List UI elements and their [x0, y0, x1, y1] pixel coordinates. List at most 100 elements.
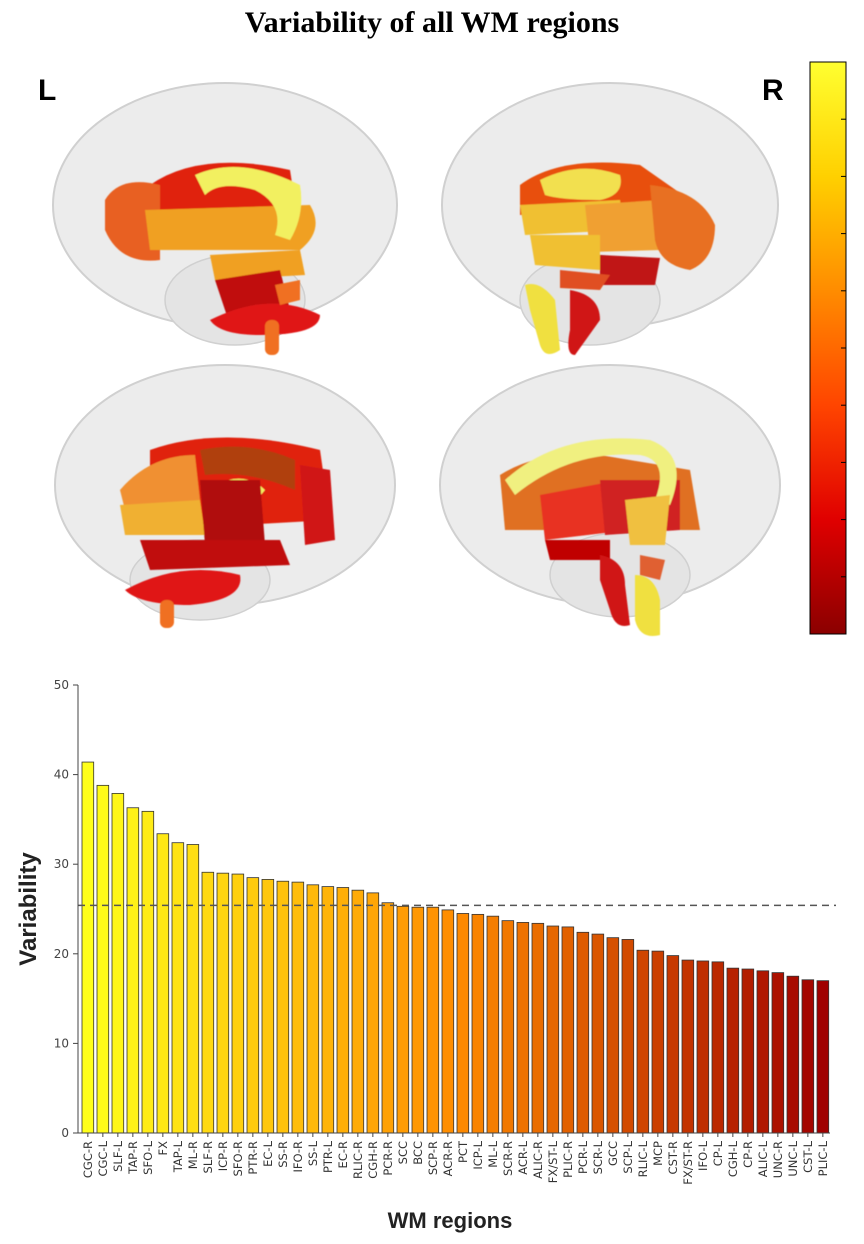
bar-UNC-L — [786, 975, 800, 1134]
x-tick-label: SS-R — [276, 1141, 290, 1168]
bar-RLIC-R — [351, 889, 365, 1134]
bar-SFO-L — [141, 810, 155, 1134]
x-tick-label: ICP-L — [471, 1140, 485, 1169]
x-tick-label: PTR-R — [246, 1141, 260, 1175]
left-hemisphere-label: L — [38, 74, 56, 107]
bar-SLF-L — [111, 793, 125, 1134]
bar-SCR-L — [591, 933, 605, 1134]
x-tick-label: RLIC-L — [636, 1140, 650, 1177]
x-tick-label: CST-R — [666, 1141, 680, 1174]
x-tick-label: CP-R — [741, 1141, 755, 1168]
x-tick-label: FX/ST-L — [546, 1140, 560, 1183]
figure-title: Variability of all WM regions — [244, 6, 620, 39]
bar-TAP-R — [126, 807, 140, 1134]
x-tick-label: ACR-R — [441, 1141, 455, 1176]
x-tick-label: ICP-R — [216, 1141, 230, 1171]
bar-RLIC-L — [636, 949, 650, 1134]
bar-ML-R — [186, 844, 200, 1134]
y-tick-label: 30 — [54, 857, 69, 871]
bar-SLF-R — [201, 871, 215, 1134]
bar-ALIC-L — [756, 970, 770, 1134]
colorbar — [809, 61, 847, 635]
bar-PCR-R — [381, 902, 395, 1134]
bar-CGH-L — [726, 967, 740, 1134]
x-tick-label: IFO-R — [291, 1141, 305, 1173]
bar-PLIC-L — [816, 980, 830, 1134]
y-tick-label: 10 — [54, 1036, 69, 1050]
bar-CP-R — [741, 968, 755, 1134]
x-tick-label: IFO-L — [696, 1140, 710, 1171]
bar-GCC — [606, 937, 620, 1134]
bar-SFO-R — [231, 873, 245, 1134]
bar-SCC — [396, 905, 410, 1134]
bar-CST-L — [801, 979, 815, 1134]
bar-PLIC-R — [561, 926, 575, 1134]
x-tick-label: MCP — [651, 1141, 665, 1166]
x-tick-label: SFO-R — [231, 1141, 245, 1176]
bar-TAP-L — [171, 842, 185, 1134]
bar-FX — [156, 833, 170, 1134]
x-tick-label: FX/ST-R — [681, 1141, 695, 1185]
brain-renderings-panel: L R — [38, 61, 847, 636]
x-tick-label: ACR-L — [516, 1140, 530, 1174]
right-hemisphere-label: R — [762, 74, 784, 107]
bar-ACR-R — [441, 909, 455, 1134]
bar-PTR-L — [321, 886, 335, 1134]
bar-PCR-L — [576, 931, 590, 1134]
x-tick-label: ML-R — [186, 1141, 200, 1169]
bar-BCC — [411, 906, 425, 1134]
x-tick-label: CGH-R — [366, 1141, 380, 1179]
bar-MCP — [651, 950, 665, 1134]
x-tick-label: PLIC-L — [816, 1140, 830, 1176]
bar-EC-R — [336, 887, 350, 1134]
x-tick-label: EC-R — [336, 1141, 350, 1168]
x-tick-label: CGC-L — [96, 1140, 110, 1176]
x-tick-label: SLF-R — [201, 1141, 215, 1173]
bar-ICP-R — [216, 872, 230, 1134]
x-tick-label: ALIC-L — [756, 1140, 770, 1177]
x-tick-label: TAP-R — [126, 1141, 140, 1175]
bar-SS-R — [276, 880, 290, 1134]
bar-ML-L — [486, 915, 500, 1134]
bar-SCP-L — [621, 939, 635, 1134]
bar-PCT — [456, 913, 470, 1134]
x-tick-label: SCP-L — [621, 1140, 635, 1173]
x-tick-label: SCR-R — [501, 1141, 515, 1176]
brain-lateral-left — [52, 82, 398, 355]
x-tick-label: PLIC-R — [561, 1141, 575, 1178]
x-tick-label: ML-L — [486, 1140, 500, 1167]
brain-lateral-right — [441, 82, 779, 355]
bar-CGH-R — [366, 892, 380, 1134]
y-axis-label: Variability — [15, 852, 42, 966]
bar-PTR-R — [246, 877, 260, 1134]
x-tick-label: ALIC-R — [531, 1141, 545, 1179]
x-tick-label: PCR-L — [576, 1140, 590, 1174]
bar-FX/ST-R — [681, 959, 695, 1134]
x-tick-label: CGC-R — [81, 1141, 95, 1178]
x-tick-label: EC-L — [261, 1140, 275, 1166]
bar-FX/ST-L — [546, 925, 560, 1134]
x-tick-label: GCC — [606, 1141, 620, 1166]
x-tick-label: TAP-L — [171, 1140, 185, 1173]
x-tick-label: FX — [156, 1141, 170, 1156]
bar-SCR-R — [501, 920, 515, 1134]
x-tick-label: UNC-R — [771, 1141, 785, 1178]
bar-ALIC-R — [531, 922, 545, 1134]
bar-CST-R — [666, 955, 680, 1134]
x-tick-label: SCP-R — [426, 1141, 440, 1175]
bar-EC-L — [261, 879, 275, 1134]
bar-CGC-R — [81, 761, 95, 1134]
brain-medial-left — [54, 364, 396, 628]
x-axis-label: WM regions — [388, 1208, 513, 1233]
x-tick-label: PCR-R — [381, 1141, 395, 1176]
y-tick-label: 20 — [54, 947, 69, 961]
x-tick-label: BCC — [411, 1141, 425, 1165]
x-tick-label: SCC — [396, 1141, 410, 1164]
y-tick-label: 0 — [61, 1126, 69, 1140]
y-tick-label: 50 — [54, 678, 69, 692]
bar-UNC-R — [771, 972, 785, 1134]
brain-medial-right — [439, 364, 781, 636]
x-tick-label: CST-L — [801, 1140, 815, 1172]
x-tick-label: RLIC-R — [351, 1141, 365, 1179]
x-tick-label: PTR-L — [321, 1140, 335, 1173]
